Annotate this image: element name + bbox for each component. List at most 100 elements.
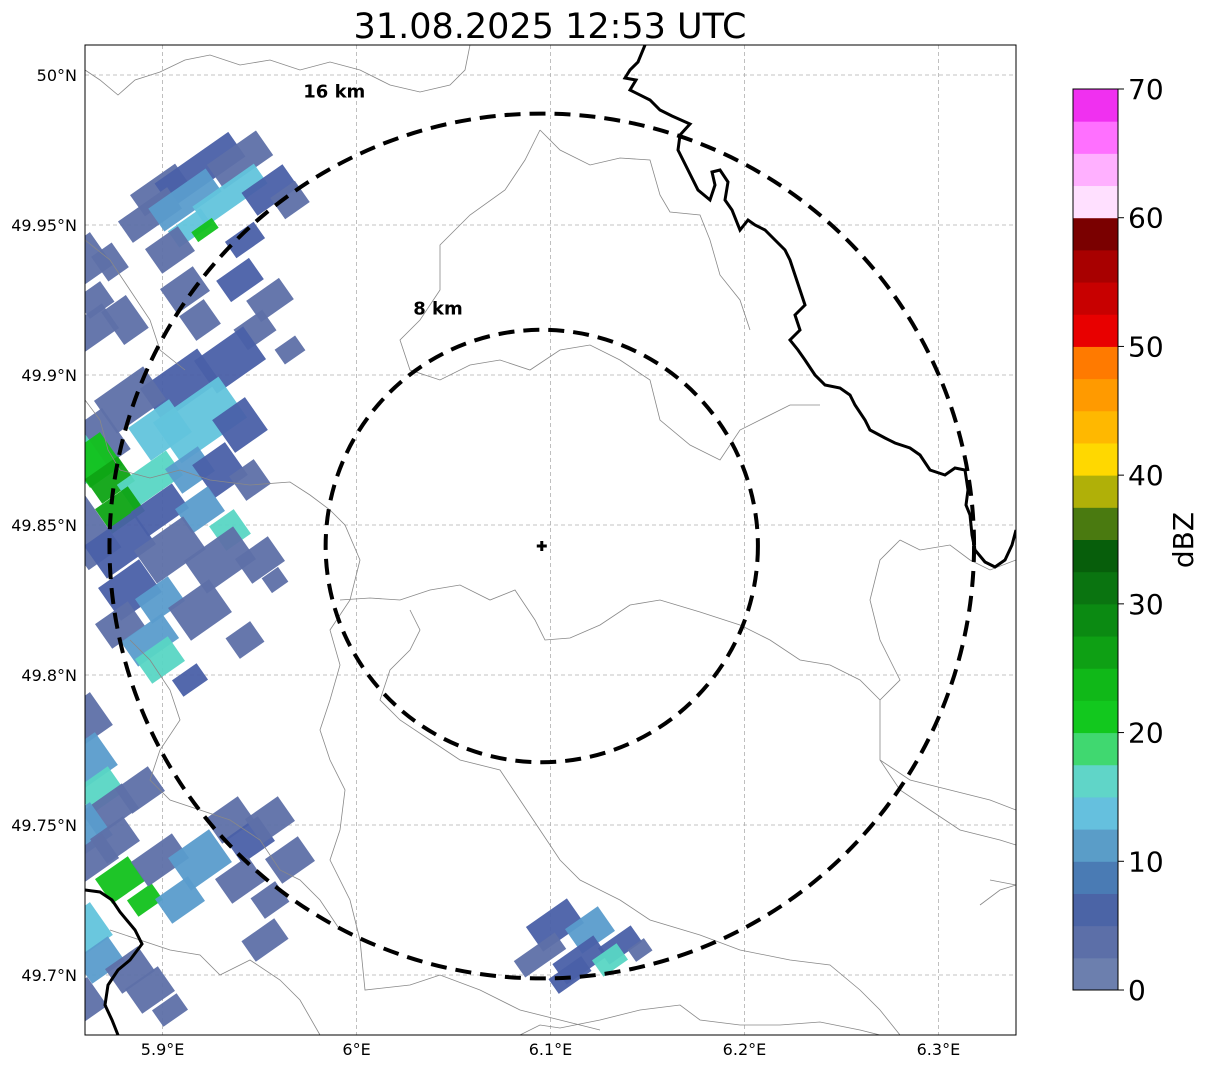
- echo-cell: [105, 946, 155, 994]
- border-line-4: [379, 609, 901, 1035]
- range-ring-label: 16 km: [303, 81, 365, 102]
- municipal-borders: [85, 45, 1016, 1035]
- lat-tick-label: 49.95°N: [11, 216, 77, 235]
- echo-cell: [85, 977, 108, 1023]
- colorbar-segment: [1073, 410, 1118, 444]
- colorbar-segment: [1073, 829, 1118, 862]
- colorbar-segment: [1073, 571, 1118, 605]
- echo-cell: [192, 442, 248, 498]
- colorbar-segment: [1073, 861, 1118, 894]
- echo-cell: [145, 226, 195, 274]
- echo-cell: [261, 566, 289, 594]
- echo-cell: [148, 168, 222, 232]
- colorbar-segment: [1073, 217, 1118, 251]
- lon-tick-label: 6°E: [342, 1040, 370, 1059]
- echo-cell: [192, 163, 268, 227]
- lon-tick-label: 5.9°E: [141, 1040, 185, 1059]
- colorbar-segment: [1073, 346, 1118, 380]
- lat-tick-label: 50°N: [37, 66, 77, 85]
- echo-cell: [215, 856, 265, 904]
- colorbar-segment: [1073, 314, 1118, 347]
- echo-cell: [241, 164, 299, 216]
- border-line-10: [519, 1004, 881, 1035]
- colorbar-segment: [1073, 732, 1118, 766]
- echo-cell: [151, 993, 189, 1027]
- border-line-11: [129, 639, 341, 931]
- echo-cell: [93, 366, 167, 434]
- colorbar-tick-label: 70: [1128, 73, 1164, 106]
- echo-cell: [183, 526, 257, 594]
- echo-cell: [130, 833, 190, 887]
- echo-cell: [229, 459, 271, 501]
- colorbar-segment: [1073, 249, 1118, 283]
- lon-tick-label: 6.2°E: [723, 1040, 767, 1059]
- colorbar-segment: [1073, 153, 1118, 187]
- echo-cell: [245, 796, 295, 844]
- colorbar-tick-label: 50: [1128, 330, 1164, 363]
- echo-cell: [85, 511, 157, 579]
- lat-tick-label: 49.85°N: [11, 516, 77, 535]
- echo-cell: [235, 536, 285, 584]
- echo-cell: [525, 898, 585, 952]
- echo-cell: [270, 180, 310, 220]
- colorbar-segment: [1073, 764, 1118, 798]
- echo-cell: [85, 936, 125, 984]
- border-line-3: [339, 584, 1016, 846]
- range-ring-8km: [323, 327, 760, 765]
- echo-cell: [246, 277, 294, 323]
- echo-cell: [513, 932, 567, 978]
- lon-tick-label: 6.3°E: [917, 1040, 961, 1059]
- lat-tick-label: 49.9°N: [21, 366, 77, 385]
- border-line-8: [869, 539, 1016, 906]
- range-ring-label: 8 km: [413, 299, 463, 320]
- colorbar-segment: [1073, 668, 1118, 701]
- map-title: 31.08.2025 12:53 UTC: [354, 7, 747, 47]
- echo-cell: [135, 576, 185, 624]
- colorbar-segment: [1073, 893, 1118, 927]
- echo-cell: [126, 883, 164, 917]
- border-line-5: [399, 129, 820, 461]
- range-rings: 8 km 16 km: [107, 81, 977, 981]
- echo-cell: [101, 295, 149, 345]
- lat-tick-label: 49.8°N: [21, 666, 77, 685]
- echo-cell: [85, 456, 135, 504]
- map-panel: 8 km 16 km 5.9°E 6°E 6.1°E 6.2°E 6.3°E 50°N 49.…: [11, 44, 1017, 1059]
- echo-cell: [133, 516, 207, 584]
- echo-cell: [120, 613, 180, 667]
- echo-cell: [274, 335, 306, 365]
- echo-cell: [591, 943, 629, 977]
- echo-cell: [128, 399, 192, 461]
- echo-cell: [85, 766, 125, 814]
- national-border-southwest: [85, 888, 144, 1035]
- echo-cell: [115, 766, 165, 814]
- border-line-2: [85, 399, 601, 1031]
- colorbar-segment: [1073, 121, 1118, 154]
- colorbar-segment: [1073, 475, 1118, 508]
- radar-site-marker: [536, 541, 547, 551]
- colorbar-tick-label: 60: [1128, 202, 1164, 235]
- border-line-6: [539, 129, 751, 331]
- echo-cell: [565, 906, 615, 954]
- echo-cell: [168, 829, 232, 891]
- colorbar-segment: [1073, 378, 1118, 412]
- echo-cell: [225, 621, 265, 659]
- axis-ticks: 5.9°E 6°E 6.1°E 6.2°E 6.3°E 50°N 49.95°N 49.9°N…: [11, 66, 960, 1059]
- echo-cell: [168, 579, 232, 641]
- echo-cell: [548, 956, 592, 994]
- echo-cell: [160, 266, 210, 314]
- echo-cell: [95, 601, 145, 649]
- lat-tick-label: 49.75°N: [11, 816, 77, 835]
- colorbar-frame: [1072, 88, 1119, 991]
- colorbar-segment: [1073, 507, 1118, 540]
- colorbar-segment: [1073, 603, 1118, 637]
- range-ring-16km: [107, 111, 977, 981]
- echo-cell: [95, 486, 145, 534]
- echo-cell: [627, 938, 653, 962]
- echo-cell: [85, 833, 120, 887]
- echo-cell: [155, 876, 205, 924]
- colorbar-segment: [1073, 442, 1118, 476]
- echo-cell: [130, 483, 190, 537]
- map-frame: [84, 44, 1017, 1036]
- echo-cell: [95, 856, 145, 904]
